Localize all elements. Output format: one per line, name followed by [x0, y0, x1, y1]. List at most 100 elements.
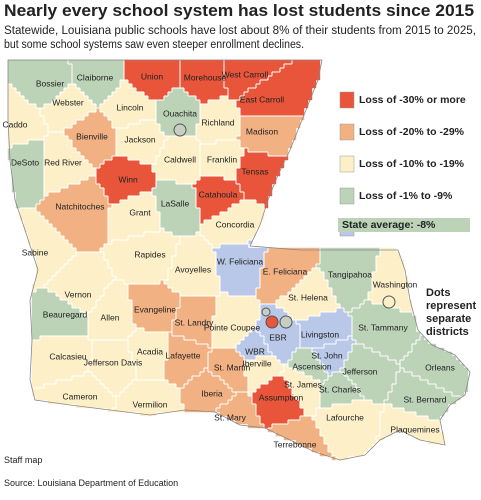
parish-label: Catahoula [199, 189, 238, 199]
parish-label: Vermilion [133, 399, 168, 409]
legend-swatch [339, 123, 355, 141]
legend-label: Loss of -10% to -19% [359, 158, 465, 170]
parish-label: St. Bernard [404, 394, 447, 404]
parish-label: Terrebonne [273, 439, 316, 449]
parish-label: Claiborne [77, 72, 114, 82]
parish-label: Bossier [36, 78, 65, 88]
parish-label: Grant [129, 207, 151, 217]
title: Nearly every school system has lost stud… [4, 1, 474, 20]
parish-label: Franklin [207, 154, 238, 164]
parish-label: St. Helena [288, 292, 328, 302]
parish [151, 179, 201, 237]
annotation-line: districts [426, 326, 469, 338]
parish-label: Webster [52, 97, 84, 107]
state-average: State average: -8% [342, 219, 436, 231]
parish-label: St. Martin [214, 362, 251, 372]
parish-label: W. Feliciana [217, 256, 264, 266]
annotation-line: Dots [426, 287, 450, 299]
parish [195, 95, 241, 145]
parish-label: Tensas [242, 166, 269, 176]
parish [31, 335, 93, 389]
legend-swatch [339, 155, 355, 173]
parish-label: Madison [246, 126, 278, 136]
parish-label: LaSalle [161, 198, 190, 208]
legend-label: Loss of -20% to -29% [359, 126, 465, 138]
parish [171, 295, 217, 349]
parish [31, 371, 117, 413]
parish-label: Plaquemines [390, 424, 439, 434]
parish-label: Pointe Coupee [204, 322, 261, 332]
parish-label: Rapides [134, 249, 165, 259]
parish [35, 175, 113, 253]
legend-label: Loss of -30% or more [359, 94, 466, 106]
parish-label: Iberville [242, 358, 272, 368]
parish-label: East Carroll [240, 94, 285, 104]
parish [255, 247, 321, 305]
parish-label: West Carroll [222, 69, 269, 79]
parish-label: Ouachita [163, 108, 197, 118]
state-outline [7, 59, 471, 461]
parish [211, 239, 269, 297]
annotation-line: separate [426, 313, 471, 325]
state-average-box [338, 218, 470, 232]
parish-label: Natchitoches [55, 201, 104, 211]
subtitle: but some school systems saw even steeper… [4, 39, 304, 51]
parish-label: Cameron [63, 391, 98, 401]
parish-label: Winn [118, 174, 138, 184]
parish-label: Acadia [137, 346, 163, 356]
parishes [7, 59, 471, 461]
annotation-line: represent [426, 300, 476, 312]
parish-label: St. Charles [319, 384, 361, 394]
parish [123, 59, 181, 101]
parish-label: St. Landry [175, 317, 214, 327]
legend: Loss of -30% or more Loss of -20% to -29%… [338, 91, 470, 237]
parish [111, 379, 185, 417]
legend-swatch [339, 187, 355, 205]
parish-label: Avoyelles [175, 264, 211, 274]
parish-label: Calcasieu [49, 351, 87, 361]
district-dot [279, 315, 293, 329]
parish-label: Jefferson Davis [84, 357, 142, 367]
parish-label: Red River [44, 157, 82, 167]
parish-label: Lincoln [117, 102, 144, 112]
district-dot [265, 315, 279, 329]
parish-label: St. Tammany [358, 322, 408, 332]
parish-label: Bienville [76, 131, 108, 141]
parish-label: Caddo [2, 119, 27, 129]
legend-swatch [339, 91, 355, 109]
parish-label: Union [141, 71, 163, 81]
parish [251, 375, 305, 429]
parish-label: WBR [245, 346, 265, 356]
parish-label: Ascension [292, 361, 331, 371]
parish-label: Concordia [216, 219, 255, 229]
parish [235, 59, 321, 117]
legend-label: Loss of -1% to -9% [359, 190, 453, 202]
parish-label: Livingston [301, 329, 340, 339]
parish-label: E. Feliciana [263, 266, 308, 276]
parish [383, 367, 461, 421]
parish-label: Evangeline [134, 304, 176, 314]
district-dot [382, 295, 396, 309]
parish-label: Morehouse [184, 72, 227, 82]
parish-label: St. James [284, 379, 322, 389]
parish-label: Jackson [124, 134, 155, 144]
source: Source: Louisiana Department of Educatio… [4, 478, 178, 488]
parish-label: Beauregard [43, 309, 88, 319]
district-dots [173, 123, 396, 329]
parish-label: St. John [311, 350, 342, 360]
parish [367, 247, 413, 313]
parish-borders [8, 60, 460, 460]
parish-label: Lafayette [166, 350, 201, 360]
parish [7, 139, 45, 209]
parish-label: Sabine [22, 247, 49, 257]
parish [235, 147, 289, 209]
parish-label: Caldwell [164, 154, 196, 164]
subtitle: Statewide, Louisiana public schools have… [4, 25, 476, 37]
credit: Staff map [4, 455, 42, 465]
parish-label: Richland [201, 117, 234, 127]
parish-label: Washington [373, 279, 418, 289]
